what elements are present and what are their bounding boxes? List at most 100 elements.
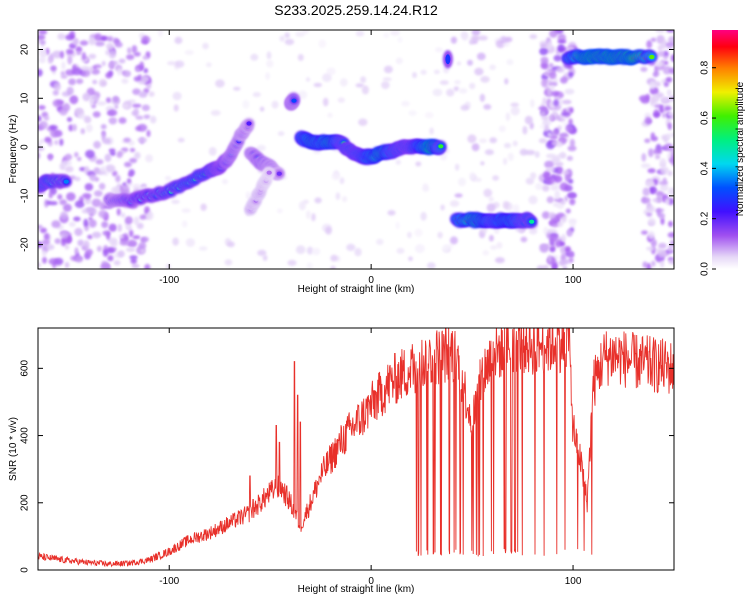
noise-blob — [562, 99, 572, 105]
noise-blob — [108, 117, 118, 125]
noise-blob — [85, 248, 93, 256]
noise-blob — [567, 145, 577, 152]
noise-blob — [62, 103, 71, 112]
noise-blob — [541, 120, 552, 126]
noise-blob — [495, 257, 505, 264]
noise-blob — [458, 88, 468, 94]
noise-blob — [39, 40, 46, 45]
noise-blob — [420, 211, 427, 221]
noise-blob — [181, 208, 191, 213]
noise-blob — [124, 161, 132, 168]
noise-blob — [54, 238, 61, 245]
noise-blob — [468, 39, 474, 45]
noise-blob — [361, 85, 369, 95]
noise-blob — [50, 65, 57, 72]
noise-blob — [138, 91, 148, 98]
noise-blob — [538, 138, 548, 144]
noise-blob — [667, 122, 672, 131]
noise-blob — [542, 184, 550, 192]
noise-blob — [660, 40, 668, 49]
noise-blob — [89, 98, 95, 106]
noise-blob — [314, 197, 322, 204]
noise-blob — [64, 261, 70, 269]
colorbar-tick-label: 0.8 — [700, 60, 711, 74]
spectrogram-frame — [37, 29, 675, 270]
noise-blob — [670, 54, 674, 63]
noise-blob — [47, 56, 54, 64]
noise-blob — [395, 221, 400, 230]
noise-blob — [177, 137, 185, 143]
noise-blob — [121, 70, 126, 75]
noise-blob — [41, 250, 47, 257]
noise-blob — [515, 227, 524, 233]
noise-blob — [562, 170, 570, 176]
noise-blob — [64, 165, 74, 173]
noise-blob — [140, 248, 146, 254]
noise-blob — [407, 231, 412, 239]
noise-blob — [61, 159, 72, 167]
snr-panel: -100 0 100 0 200 400 600 Height of straight l… — [8, 327, 675, 595]
spectrogram-blobs — [38, 30, 674, 269]
colorbar-label: Normalized spectral amplitude — [735, 81, 746, 216]
noise-blob — [66, 192, 76, 202]
x-tick-label: 0 — [368, 576, 374, 587]
noise-blob — [250, 53, 259, 61]
noise-blob — [475, 177, 482, 182]
noise-blob — [127, 239, 137, 248]
noise-blob — [143, 68, 149, 74]
noise-blob — [117, 223, 122, 232]
colorbar-ticks: 0.0 0.2 0.4 0.6 0.8 — [700, 60, 716, 276]
noise-blob — [480, 76, 490, 83]
noise-blob — [137, 137, 148, 143]
noise-blob — [107, 255, 114, 262]
noise-blob — [59, 138, 64, 146]
noise-blob — [495, 39, 505, 49]
noise-blob — [116, 208, 121, 216]
ridge-core — [445, 54, 451, 65]
noise-blob — [564, 195, 569, 202]
noise-blob — [546, 196, 554, 204]
noise-blob — [146, 129, 151, 138]
noise-blob — [664, 106, 672, 111]
noise-blob — [415, 161, 422, 167]
noise-blob — [646, 246, 655, 251]
y-tick-label: 200 — [20, 494, 31, 511]
noise-blob — [454, 193, 463, 198]
noise-blob — [667, 187, 674, 196]
noise-blob — [48, 153, 53, 161]
noise-blob — [568, 71, 574, 78]
noise-blob — [565, 208, 571, 214]
noise-blob — [84, 183, 94, 191]
noise-blob — [668, 220, 674, 228]
noise-blob — [43, 115, 50, 121]
noise-blob — [550, 85, 555, 92]
noise-blob — [51, 220, 61, 229]
noise-blob — [544, 176, 553, 181]
noise-blob — [535, 183, 543, 190]
colorbar-tick-label: 0.4 — [700, 161, 711, 175]
noise-blob — [658, 242, 667, 249]
snr-plot-area — [38, 328, 674, 568]
noise-blob — [648, 148, 654, 158]
noise-blob — [640, 197, 651, 204]
noise-blob — [505, 36, 513, 43]
noise-blob — [547, 40, 552, 50]
noise-blob — [222, 178, 228, 185]
noise-blob — [432, 88, 443, 97]
noise-blob — [480, 161, 485, 166]
noise-blob — [539, 47, 548, 56]
noise-blob — [560, 200, 566, 206]
noise-blob — [326, 67, 336, 76]
noise-blob — [657, 249, 667, 258]
noise-blob — [552, 202, 560, 208]
spectrogram-x-ticks: -100 0 100 — [159, 30, 582, 286]
noise-blob — [91, 198, 102, 208]
noise-blob — [645, 180, 655, 188]
noise-blob — [490, 245, 498, 250]
noise-blob — [383, 65, 393, 74]
x-tick-label: 100 — [565, 275, 582, 286]
noise-blob — [39, 138, 44, 144]
noise-blob — [74, 176, 81, 182]
y-tick-label: 600 — [20, 360, 31, 377]
noise-blob — [660, 166, 670, 175]
